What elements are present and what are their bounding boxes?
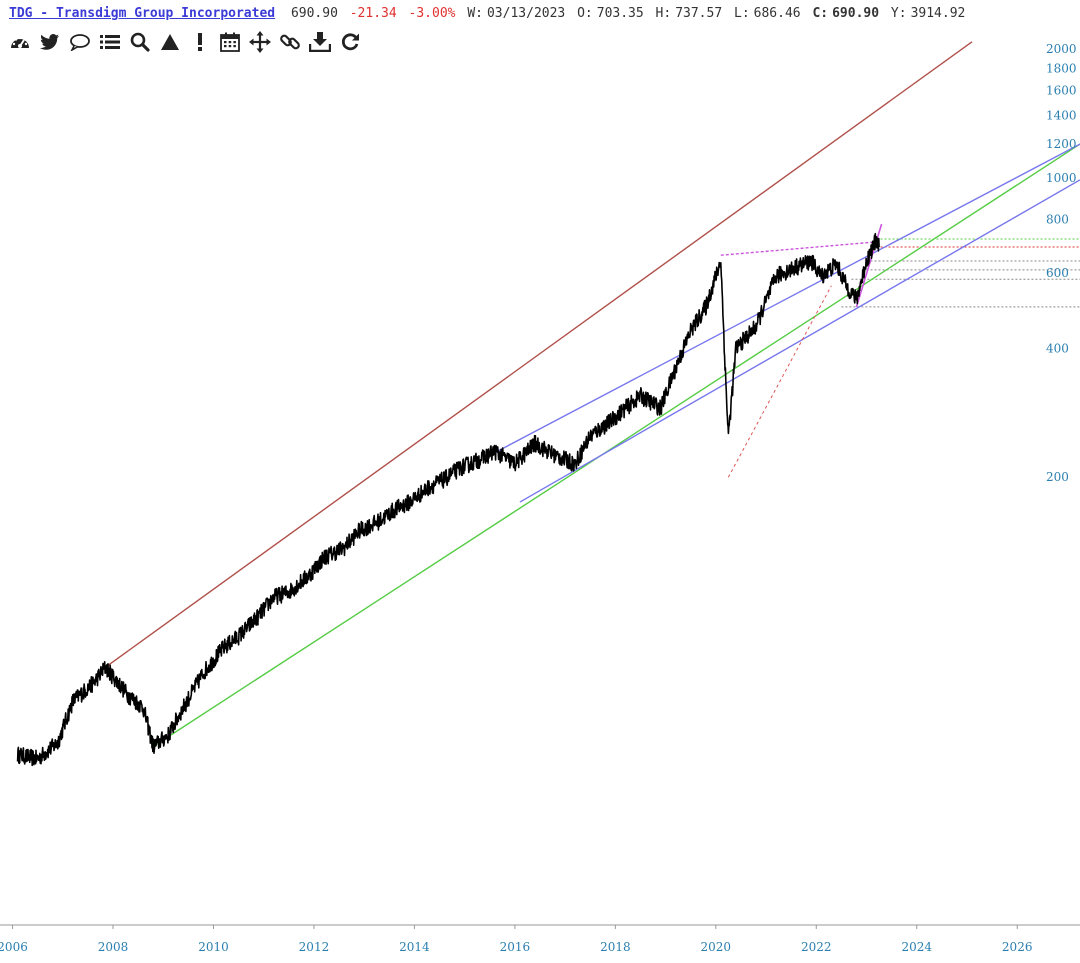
price-series-line — [16, 232, 880, 767]
comment-icon[interactable] — [68, 31, 92, 53]
chart-toolbar — [8, 30, 362, 54]
open-label: O: — [577, 6, 593, 21]
move-icon[interactable] — [248, 31, 272, 53]
last-price: 690.90 — [290, 6, 338, 21]
y-tick-label-1: 400 — [1046, 341, 1069, 355]
trendline-3 — [519, 179, 1080, 503]
trendline-magenta — [720, 240, 880, 256]
y-tick-label-4: 1000 — [1046, 171, 1077, 185]
y-tick-label-8: 1800 — [1046, 62, 1077, 76]
x-tick-label-0: 2006 — [0, 940, 28, 954]
x-tick-label-8: 2022 — [801, 940, 832, 954]
low-value: 686.46 — [753, 6, 801, 21]
y-tick-label-3: 800 — [1046, 212, 1069, 226]
plot-area — [16, 41, 1080, 767]
refresh-icon[interactable] — [338, 31, 362, 53]
low-label: L: — [734, 6, 750, 21]
period-label: W: — [467, 6, 483, 21]
y-tick-label-9: 2000 — [1046, 42, 1077, 56]
x-tick-label-6: 2018 — [600, 940, 631, 954]
x-tick-label-5: 2016 — [500, 940, 531, 954]
trendline-dashed-red — [727, 285, 832, 478]
open-value: 703.35 — [596, 6, 644, 21]
trendline-2 — [489, 143, 1080, 456]
calendar-icon[interactable] — [218, 31, 242, 53]
trendline-0 — [105, 41, 973, 668]
high-value: 737.57 — [675, 6, 723, 21]
search-icon[interactable] — [128, 31, 152, 53]
price-change-pct: -3.00% — [408, 6, 456, 21]
link-icon[interactable] — [278, 31, 302, 53]
year-value: 3914.92 — [910, 6, 966, 21]
y-tick-label-2: 600 — [1046, 266, 1069, 280]
y-tick-label-0: 200 — [1046, 470, 1069, 484]
y-tick-label-6: 1400 — [1046, 108, 1077, 122]
y-tick-label-5: 1200 — [1046, 137, 1077, 151]
download-icon[interactable] — [308, 31, 332, 53]
x-tick-label-9: 2024 — [901, 940, 932, 954]
twitter-icon[interactable] — [38, 31, 62, 53]
close-value: 690.90 — [832, 6, 880, 21]
x-tick-label-2: 2010 — [198, 940, 229, 954]
exclamation-icon[interactable] — [188, 31, 212, 53]
triangle-icon[interactable] — [158, 31, 182, 53]
x-tick-label-4: 2014 — [399, 940, 430, 954]
x-tick-label-1: 2008 — [98, 940, 129, 954]
quote-date: 03/13/2023 — [486, 6, 566, 21]
price-change: -21.34 — [349, 6, 397, 21]
x-tick-label-7: 2020 — [701, 940, 732, 954]
year-label: Y: — [890, 6, 907, 21]
y-tick-label-7: 1600 — [1046, 84, 1077, 98]
list-icon[interactable] — [98, 31, 122, 53]
dashboard-icon[interactable] — [8, 31, 32, 53]
trendline-1 — [152, 143, 1080, 748]
x-tick-label-3: 2012 — [299, 940, 330, 954]
x-tick-label-10: 2026 — [1002, 940, 1033, 954]
high-label: H: — [655, 6, 672, 21]
trendline-magenta-short — [855, 223, 883, 308]
symbol-title-link[interactable]: TDG - Transdigm Group Incorporated — [9, 6, 276, 21]
close-label: C: — [812, 6, 829, 21]
quote-header: TDG - Transdigm Group Incorporated 690.9… — [9, 4, 969, 24]
